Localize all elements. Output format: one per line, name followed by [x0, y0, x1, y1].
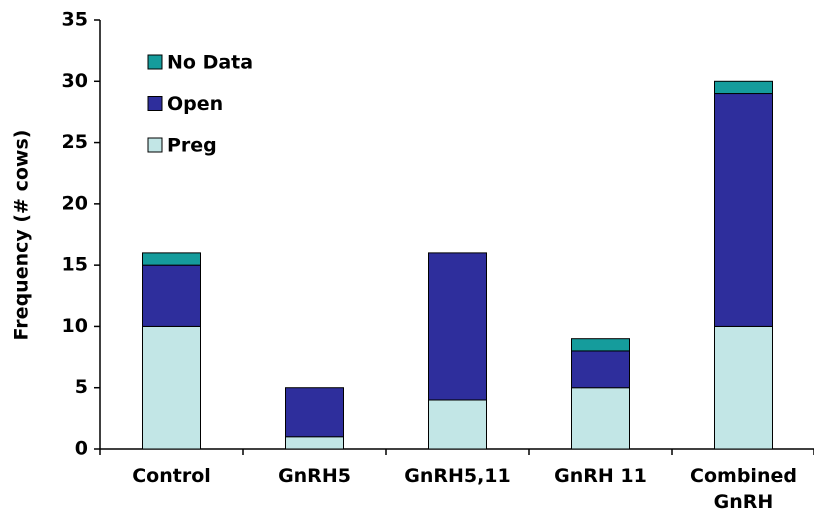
bar-segment [142, 264, 201, 327]
bar-segment [714, 80, 773, 95]
y-tick-label: 30 [62, 70, 88, 92]
bar-segment [428, 399, 487, 450]
y-tick-label: 5 [75, 376, 88, 398]
bar-segment [142, 325, 201, 450]
bar-segment [714, 93, 773, 327]
bar-segment [571, 387, 630, 450]
y-tick-label: 25 [62, 131, 88, 153]
bar-segment [571, 338, 630, 352]
y-tick-label: 0 [75, 438, 88, 460]
x-tick-label: GnRH5 [278, 465, 351, 487]
bar-segment [142, 252, 201, 266]
legend-label: Preg [167, 135, 217, 157]
bar-segment [714, 325, 773, 450]
bar-segment [285, 436, 344, 450]
bar-segment [571, 350, 630, 389]
y-tick-label: 20 [62, 192, 88, 214]
x-tick-label: GnRH 11 [554, 465, 647, 487]
legend-swatch [147, 54, 163, 70]
y-tick-label: 10 [62, 315, 88, 337]
legend-label: Open [167, 93, 223, 115]
legend-swatch [147, 137, 163, 153]
legend-swatch [147, 96, 163, 111]
y-axis-label: Frequency (# cows) [11, 130, 33, 341]
x-tick-label: GnRH5,11 [404, 465, 511, 487]
x-tick-label: Combined GnRH [690, 465, 797, 513]
bar-segment [428, 252, 487, 401]
y-tick-label: 15 [62, 254, 88, 276]
bar-segment [285, 387, 344, 438]
x-tick-label: Control [132, 465, 211, 487]
y-tick-label: 35 [62, 9, 88, 31]
legend-label: No Data [167, 52, 253, 74]
